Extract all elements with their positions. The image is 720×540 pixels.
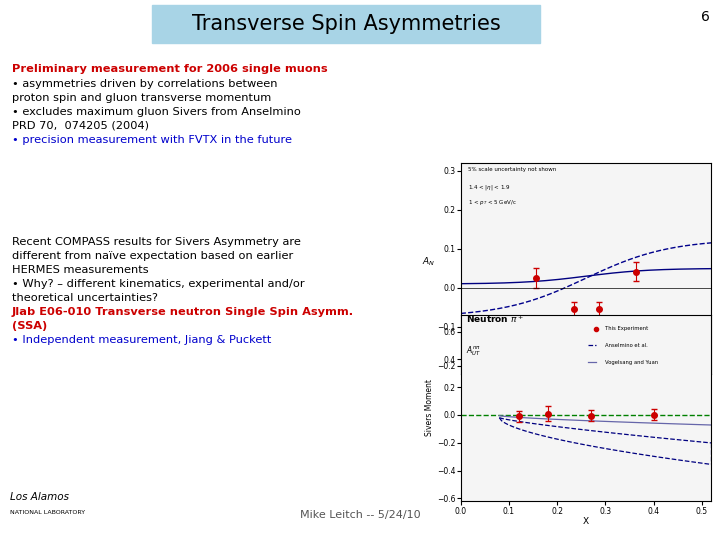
Text: • Why? – different kinematics, experimental and/or: • Why? – different kinematics, experimen… [12, 279, 305, 289]
Text: 5% scale uncertainty not shown: 5% scale uncertainty not shown [468, 167, 557, 172]
Text: 1 < $p_T$ < 5 GeV/c: 1 < $p_T$ < 5 GeV/c [468, 198, 517, 207]
Text: Max Quark Contribution: Max Quark Contribution [496, 335, 554, 340]
Text: • precision measurement with FVTX in the future: • precision measurement with FVTX in the… [12, 135, 292, 145]
Text: $A^{n\pi}_{UT}$: $A^{n\pi}_{UT}$ [466, 345, 481, 358]
Text: Los Alamos: Los Alamos [10, 492, 69, 502]
X-axis label: X: X [583, 517, 589, 526]
Text: NATIONAL LABORATORY: NATIONAL LABORATORY [10, 510, 85, 515]
Text: Jlab E06-010 Transverse neutron Single Spin Asymm.: Jlab E06-010 Transverse neutron Single S… [12, 307, 354, 317]
Text: • asymmetries driven by correlations between: • asymmetries driven by correlations bet… [12, 79, 277, 89]
Text: Mike Leitch -- 5/24/10: Mike Leitch -- 5/24/10 [300, 510, 420, 520]
Text: Recent COMPASS results for Sivers Asymmetry are: Recent COMPASS results for Sivers Asymme… [12, 237, 301, 247]
Text: Preliminary measurement for 2006 single muons: Preliminary measurement for 2006 single … [12, 64, 328, 74]
Text: $p_T$ = 1.5 GeV/c: $p_T$ = 1.5 GeV/c [596, 339, 636, 348]
Text: 6: 6 [701, 10, 710, 24]
Text: proton spin and gluon transverse momentum: proton spin and gluon transverse momentu… [12, 93, 271, 103]
Text: PRD 70,  074205 (2004): PRD 70, 074205 (2004) [12, 121, 149, 131]
Text: • excludes maximum gluon Sivers from Anselmino: • excludes maximum gluon Sivers from Ans… [12, 107, 301, 117]
Text: Max Gluon Contribution: Max Gluon Contribution [496, 345, 554, 350]
FancyBboxPatch shape [152, 5, 540, 43]
Text: (SSA): (SSA) [12, 321, 48, 331]
Text: This Experiment: This Experiment [606, 326, 649, 331]
Text: PRD 70, 074205 (2004): PRD 70, 074205 (2004) [596, 332, 658, 336]
Text: Neutron $\pi^+$: Neutron $\pi^+$ [466, 313, 523, 325]
Text: theoretical uncertainties?: theoretical uncertainties? [12, 293, 158, 303]
Text: Vogelsang and Yuan: Vogelsang and Yuan [606, 360, 659, 365]
Text: 1.4 < |$\eta$| < 1.9: 1.4 < |$\eta$| < 1.9 [468, 183, 510, 192]
X-axis label: $X_F$: $X_F$ [580, 390, 593, 402]
Y-axis label: Sivers Moment: Sivers Moment [425, 380, 434, 436]
Text: Anselmino et al.: Anselmino et al. [596, 322, 639, 327]
Text: HERMES measurements: HERMES measurements [12, 265, 148, 275]
Text: Transverse Spin Asymmetries: Transverse Spin Asymmetries [192, 14, 500, 34]
Text: Anselmino et al.: Anselmino et al. [606, 343, 648, 348]
Text: PHENIX Run8 $\mu^-$ Preliminary: PHENIX Run8 $\mu^-$ Preliminary [488, 324, 561, 333]
Text: • Independent measurement, Jiang & Puckett: • Independent measurement, Jiang & Pucke… [12, 335, 271, 345]
Text: different from naïve expectation based on earlier: different from naïve expectation based o… [12, 251, 293, 261]
Y-axis label: $A_N$: $A_N$ [422, 256, 435, 268]
